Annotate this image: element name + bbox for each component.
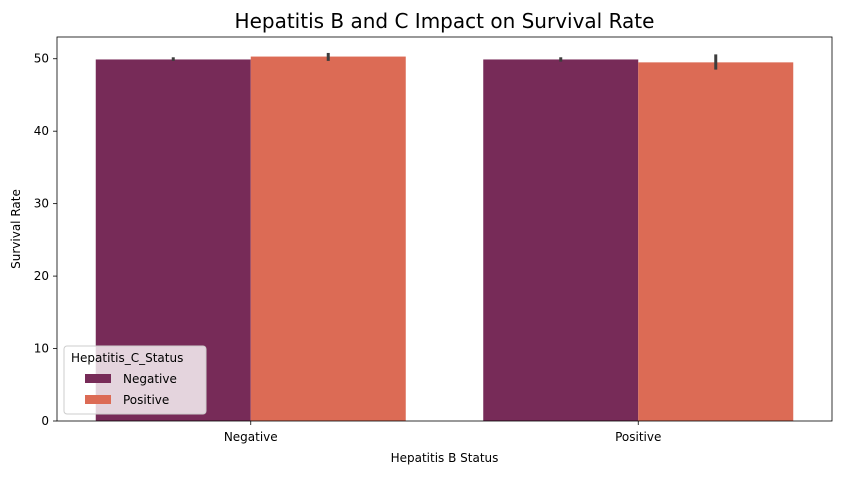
y-tick-label: 50	[34, 52, 49, 66]
legend-swatch-positive	[85, 395, 111, 404]
y-tick-label: 0	[41, 414, 49, 428]
error-bars-group	[171, 52, 718, 70]
y-tick-label: 10	[34, 342, 49, 356]
plot-frame	[56, 36, 833, 422]
legend: Hepatitis_C_Status Negative Positive	[63, 345, 207, 415]
x-axis-label: Hepatitis B Status	[391, 451, 499, 465]
y-tick-label: 30	[34, 197, 49, 211]
x-axis: Negative Positive	[224, 421, 661, 444]
bars-group	[95, 56, 794, 422]
bar-positive-positive	[638, 62, 794, 421]
legend-label-positive: Positive	[123, 393, 169, 407]
y-axis: 0 10 20 30 40 50	[34, 52, 57, 428]
x-tick-label: Positive	[615, 430, 661, 444]
legend-label-negative: Negative	[123, 372, 177, 386]
bar-negative-positive	[250, 56, 406, 422]
chart-title: Hepatitis B and C Impact on Survival Rat…	[235, 9, 655, 33]
y-tick-label: 20	[34, 269, 49, 283]
legend-title: Hepatitis_C_Status	[71, 351, 183, 365]
y-axis-label: Survival Rate	[9, 189, 23, 269]
y-tick-label: 40	[34, 124, 49, 138]
bar-positive-negative	[483, 59, 639, 421]
legend-swatch-negative	[85, 374, 111, 383]
x-tick-label: Negative	[224, 430, 278, 444]
